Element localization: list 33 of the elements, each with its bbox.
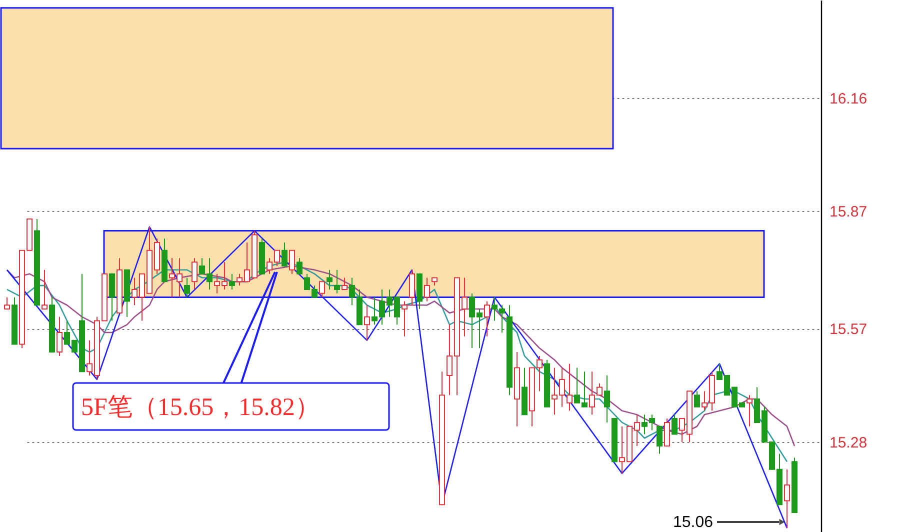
candlestick	[694, 390, 700, 408]
candlestick	[342, 277, 348, 290]
candlestick	[746, 394, 752, 427]
y-tick-label: 16.16	[830, 90, 868, 108]
candlestick	[296, 258, 302, 274]
candlestick	[42, 269, 48, 310]
candlestick	[402, 300, 408, 337]
candlestick	[364, 304, 370, 341]
candlestick	[424, 277, 430, 302]
candlestick	[109, 273, 115, 322]
candlestick	[56, 316, 62, 356]
candlestick	[484, 300, 490, 337]
candlestick	[4, 296, 10, 310]
candlestick	[289, 250, 295, 274]
candlestick	[334, 269, 340, 294]
annotation: 15.06	[672, 514, 714, 531]
line-series	[6, 226, 788, 529]
candlestick	[319, 281, 325, 298]
candlestick	[784, 468, 790, 529]
y-tick-label: 15.87	[830, 204, 868, 221]
candlestick	[184, 277, 190, 298]
y-tick-label: 15.28	[830, 434, 868, 452]
y-tick-label: 15.57	[830, 321, 868, 338]
candlestick	[229, 273, 235, 290]
candlestick	[326, 269, 332, 290]
candlestick	[672, 414, 678, 435]
candlestick	[656, 426, 662, 454]
candlestick	[192, 258, 198, 290]
candlestick	[282, 242, 288, 266]
candlestick	[409, 269, 415, 306]
candlestick	[604, 375, 610, 423]
annotation: 5F笔（15.65，15.82）	[81, 394, 320, 421]
candlestick	[664, 418, 670, 446]
